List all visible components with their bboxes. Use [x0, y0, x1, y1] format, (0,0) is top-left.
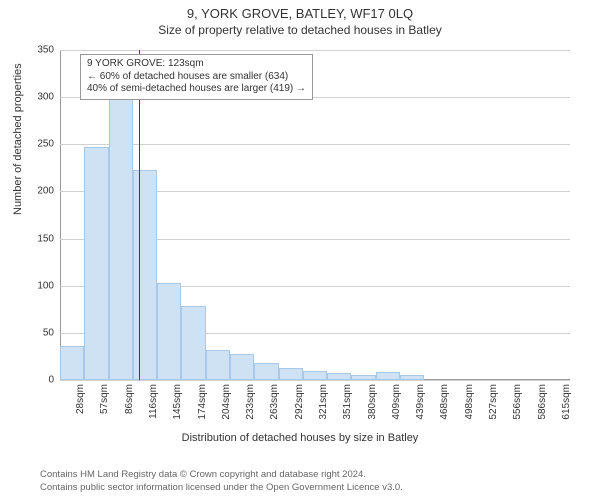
reference-line [139, 50, 140, 380]
y-tick-label: 300 [14, 92, 54, 103]
histogram-bar [303, 371, 327, 380]
histogram-bar [181, 306, 205, 380]
x-tick-label: 527sqm [488, 384, 499, 420]
annotation-box: 9 YORK GROVE: 123sqm← 60% of detached ho… [80, 54, 313, 100]
histogram-bar [206, 350, 230, 380]
x-tick-label: 439sqm [415, 384, 426, 420]
x-tick-label: 263sqm [269, 384, 280, 420]
histogram-bar [230, 354, 254, 380]
x-tick-label: 145sqm [172, 384, 183, 420]
y-tick-label: 150 [14, 233, 54, 244]
x-tick-label: 57sqm [99, 384, 110, 414]
x-tick-label: 556sqm [512, 384, 523, 420]
x-tick-label: 28sqm [75, 384, 86, 414]
histogram-bar [60, 346, 84, 380]
annotation-line: 9 YORK GROVE: 123sqm [87, 58, 306, 71]
grid-line [60, 50, 570, 51]
annotation-line: 40% of semi-detached houses are larger (… [87, 83, 306, 96]
x-tick-label: 468sqm [439, 384, 450, 420]
histogram-bar [279, 368, 303, 380]
grid-line [60, 380, 570, 381]
histogram-bar [109, 90, 133, 380]
histogram-bar [84, 147, 108, 380]
y-tick-label: 50 [14, 327, 54, 338]
histogram-bar [400, 375, 424, 380]
x-tick-label: 586sqm [537, 384, 548, 420]
histogram-bar [133, 170, 157, 380]
footer: Contains HM Land Registry data © Crown c… [40, 469, 403, 494]
x-tick-label: 174sqm [197, 384, 208, 420]
x-tick-label: 321sqm [318, 384, 329, 420]
page-title: 9, YORK GROVE, BATLEY, WF17 0LQ [0, 0, 600, 21]
page-subtitle: Size of property relative to detached ho… [0, 21, 600, 37]
histogram-bar [254, 363, 278, 380]
plot: 05010015020025030035028sqm57sqm86sqm116s… [60, 50, 570, 380]
y-tick-label: 100 [14, 280, 54, 291]
x-tick-label: 380sqm [367, 384, 378, 420]
x-tick-label: 292sqm [294, 384, 305, 420]
footer-line-1: Contains HM Land Registry data © Crown c… [40, 469, 403, 481]
y-tick-label: 200 [14, 186, 54, 197]
x-tick-label: 233sqm [245, 384, 256, 420]
x-tick-label: 409sqm [391, 384, 402, 420]
histogram-bar [327, 373, 351, 380]
plot-area: 05010015020025030035028sqm57sqm86sqm116s… [60, 50, 570, 380]
x-tick-label: 86sqm [124, 384, 135, 414]
footer-line-2: Contains public sector information licen… [40, 482, 403, 494]
x-tick-label: 204sqm [221, 384, 232, 420]
histogram-bar [157, 283, 181, 380]
grid-line [60, 144, 570, 145]
y-axis-line [60, 50, 61, 380]
y-tick-label: 0 [14, 375, 54, 386]
histogram-bar [376, 372, 400, 380]
y-tick-label: 350 [14, 45, 54, 56]
chart-container: 9, YORK GROVE, BATLEY, WF17 0LQ Size of … [0, 0, 600, 500]
x-tick-label: 116sqm [148, 384, 159, 419]
y-tick-label: 250 [14, 139, 54, 150]
x-tick-label: 498sqm [464, 384, 475, 420]
x-tick-label: 615sqm [561, 384, 572, 420]
x-axis-label: Distribution of detached houses by size … [0, 432, 600, 444]
annotation-line: ← 60% of detached houses are smaller (63… [87, 71, 306, 84]
x-tick-label: 351sqm [342, 384, 353, 420]
histogram-bar [351, 375, 375, 380]
